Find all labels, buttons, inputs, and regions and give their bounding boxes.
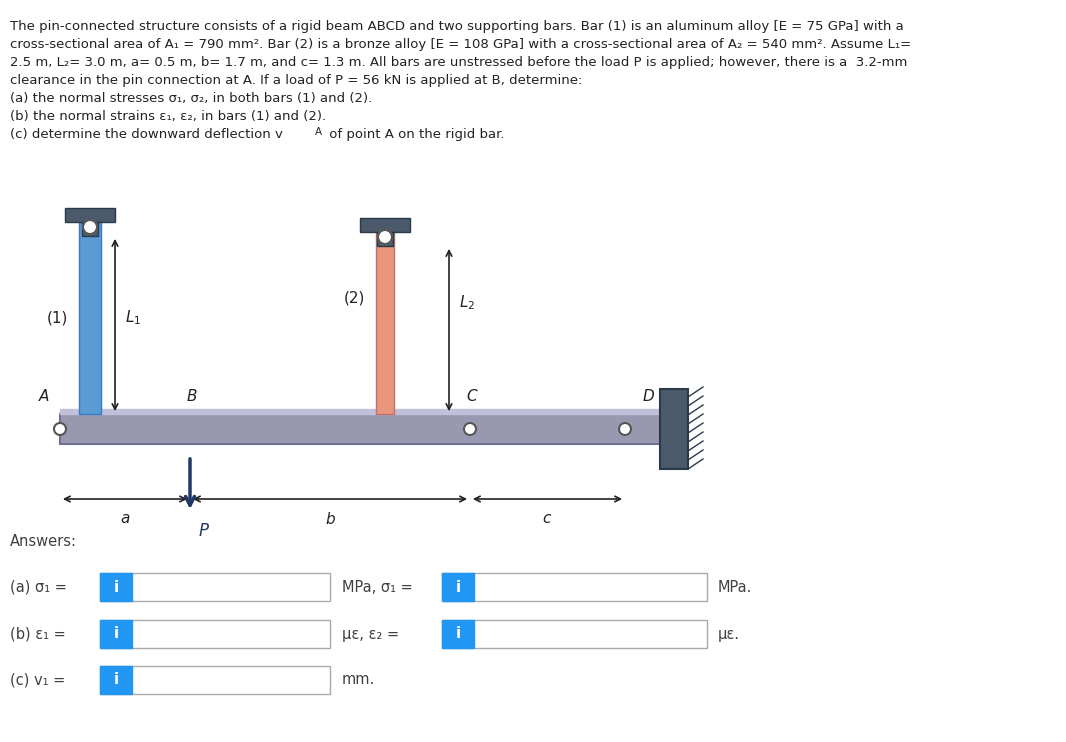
Text: (a) σ₁ =: (a) σ₁ = <box>10 580 67 594</box>
Text: με.: με. <box>718 626 740 642</box>
Text: (1): (1) <box>46 310 67 326</box>
Text: 2.5 m, L₂= 3.0 m, a= 0.5 m, b= 1.7 m, and c= 1.3 m. All bars are unstressed befo: 2.5 m, L₂= 3.0 m, a= 0.5 m, b= 1.7 m, an… <box>10 56 907 69</box>
Text: i: i <box>455 580 461 594</box>
Circle shape <box>378 230 392 244</box>
Bar <box>360 218 410 232</box>
Bar <box>376 232 394 414</box>
Text: $L_2$: $L_2$ <box>459 294 475 312</box>
Bar <box>660 389 688 469</box>
Bar <box>442 620 474 648</box>
Text: MPa.: MPa. <box>718 580 753 594</box>
Text: D: D <box>642 389 653 404</box>
Text: (a) the normal stresses σ₁, σ₂, in both bars (1) and (2).: (a) the normal stresses σ₁, σ₂, in both … <box>10 92 372 105</box>
Text: (b) the normal strains ε₁, ε₂, in bars (1) and (2).: (b) the normal strains ε₁, ε₂, in bars (… <box>10 110 326 123</box>
Polygon shape <box>60 414 660 444</box>
Bar <box>82 222 98 236</box>
Bar <box>100 666 330 694</box>
Text: of point A on the rigid bar.: of point A on the rigid bar. <box>325 128 504 141</box>
Text: i: i <box>455 626 461 642</box>
Bar <box>100 666 132 694</box>
Text: C: C <box>467 389 478 404</box>
Text: (2): (2) <box>343 291 365 306</box>
Bar <box>79 222 101 414</box>
Text: The pin-connected structure consists of a rigid beam ABCD and two supporting bar: The pin-connected structure consists of … <box>10 20 904 33</box>
Text: clearance in the pin connection at A. If a load of P = 56 kN is applied at B, de: clearance in the pin connection at A. If… <box>10 74 582 87</box>
Text: cross-sectional area of A₁ = 790 mm². Bar (2) is a bronze alloy [E = 108 GPa] wi: cross-sectional area of A₁ = 790 mm². Ba… <box>10 38 911 51</box>
Bar <box>442 620 707 648</box>
Bar <box>100 620 132 648</box>
Bar <box>100 573 330 601</box>
Circle shape <box>83 220 97 234</box>
Text: $b$: $b$ <box>324 511 336 527</box>
Text: MPa, σ₁ =: MPa, σ₁ = <box>342 580 413 594</box>
Bar <box>100 620 330 648</box>
Text: $a$: $a$ <box>119 511 130 526</box>
Bar <box>442 573 474 601</box>
Bar <box>442 573 707 601</box>
Text: B: B <box>187 389 197 404</box>
Bar <box>377 232 393 246</box>
Text: i: i <box>113 672 118 688</box>
Text: με, ε₂ =: με, ε₂ = <box>342 626 399 642</box>
Text: i: i <box>113 580 118 594</box>
Text: A: A <box>314 127 322 137</box>
Bar <box>100 573 132 601</box>
Circle shape <box>54 423 66 435</box>
Circle shape <box>464 423 477 435</box>
Text: $P$: $P$ <box>198 522 210 540</box>
Text: (b) ε₁ =: (b) ε₁ = <box>10 626 66 642</box>
Text: $c$: $c$ <box>542 511 552 526</box>
Text: mm.: mm. <box>342 672 375 688</box>
Text: (c) determine the downward deflection v: (c) determine the downward deflection v <box>10 128 282 141</box>
Text: i: i <box>113 626 118 642</box>
Bar <box>65 208 115 222</box>
Text: (c) v₁ =: (c) v₁ = <box>10 672 65 688</box>
Text: Answers:: Answers: <box>10 534 77 550</box>
Text: $L_1$: $L_1$ <box>125 309 141 327</box>
Text: A: A <box>38 389 49 404</box>
Circle shape <box>619 423 631 435</box>
